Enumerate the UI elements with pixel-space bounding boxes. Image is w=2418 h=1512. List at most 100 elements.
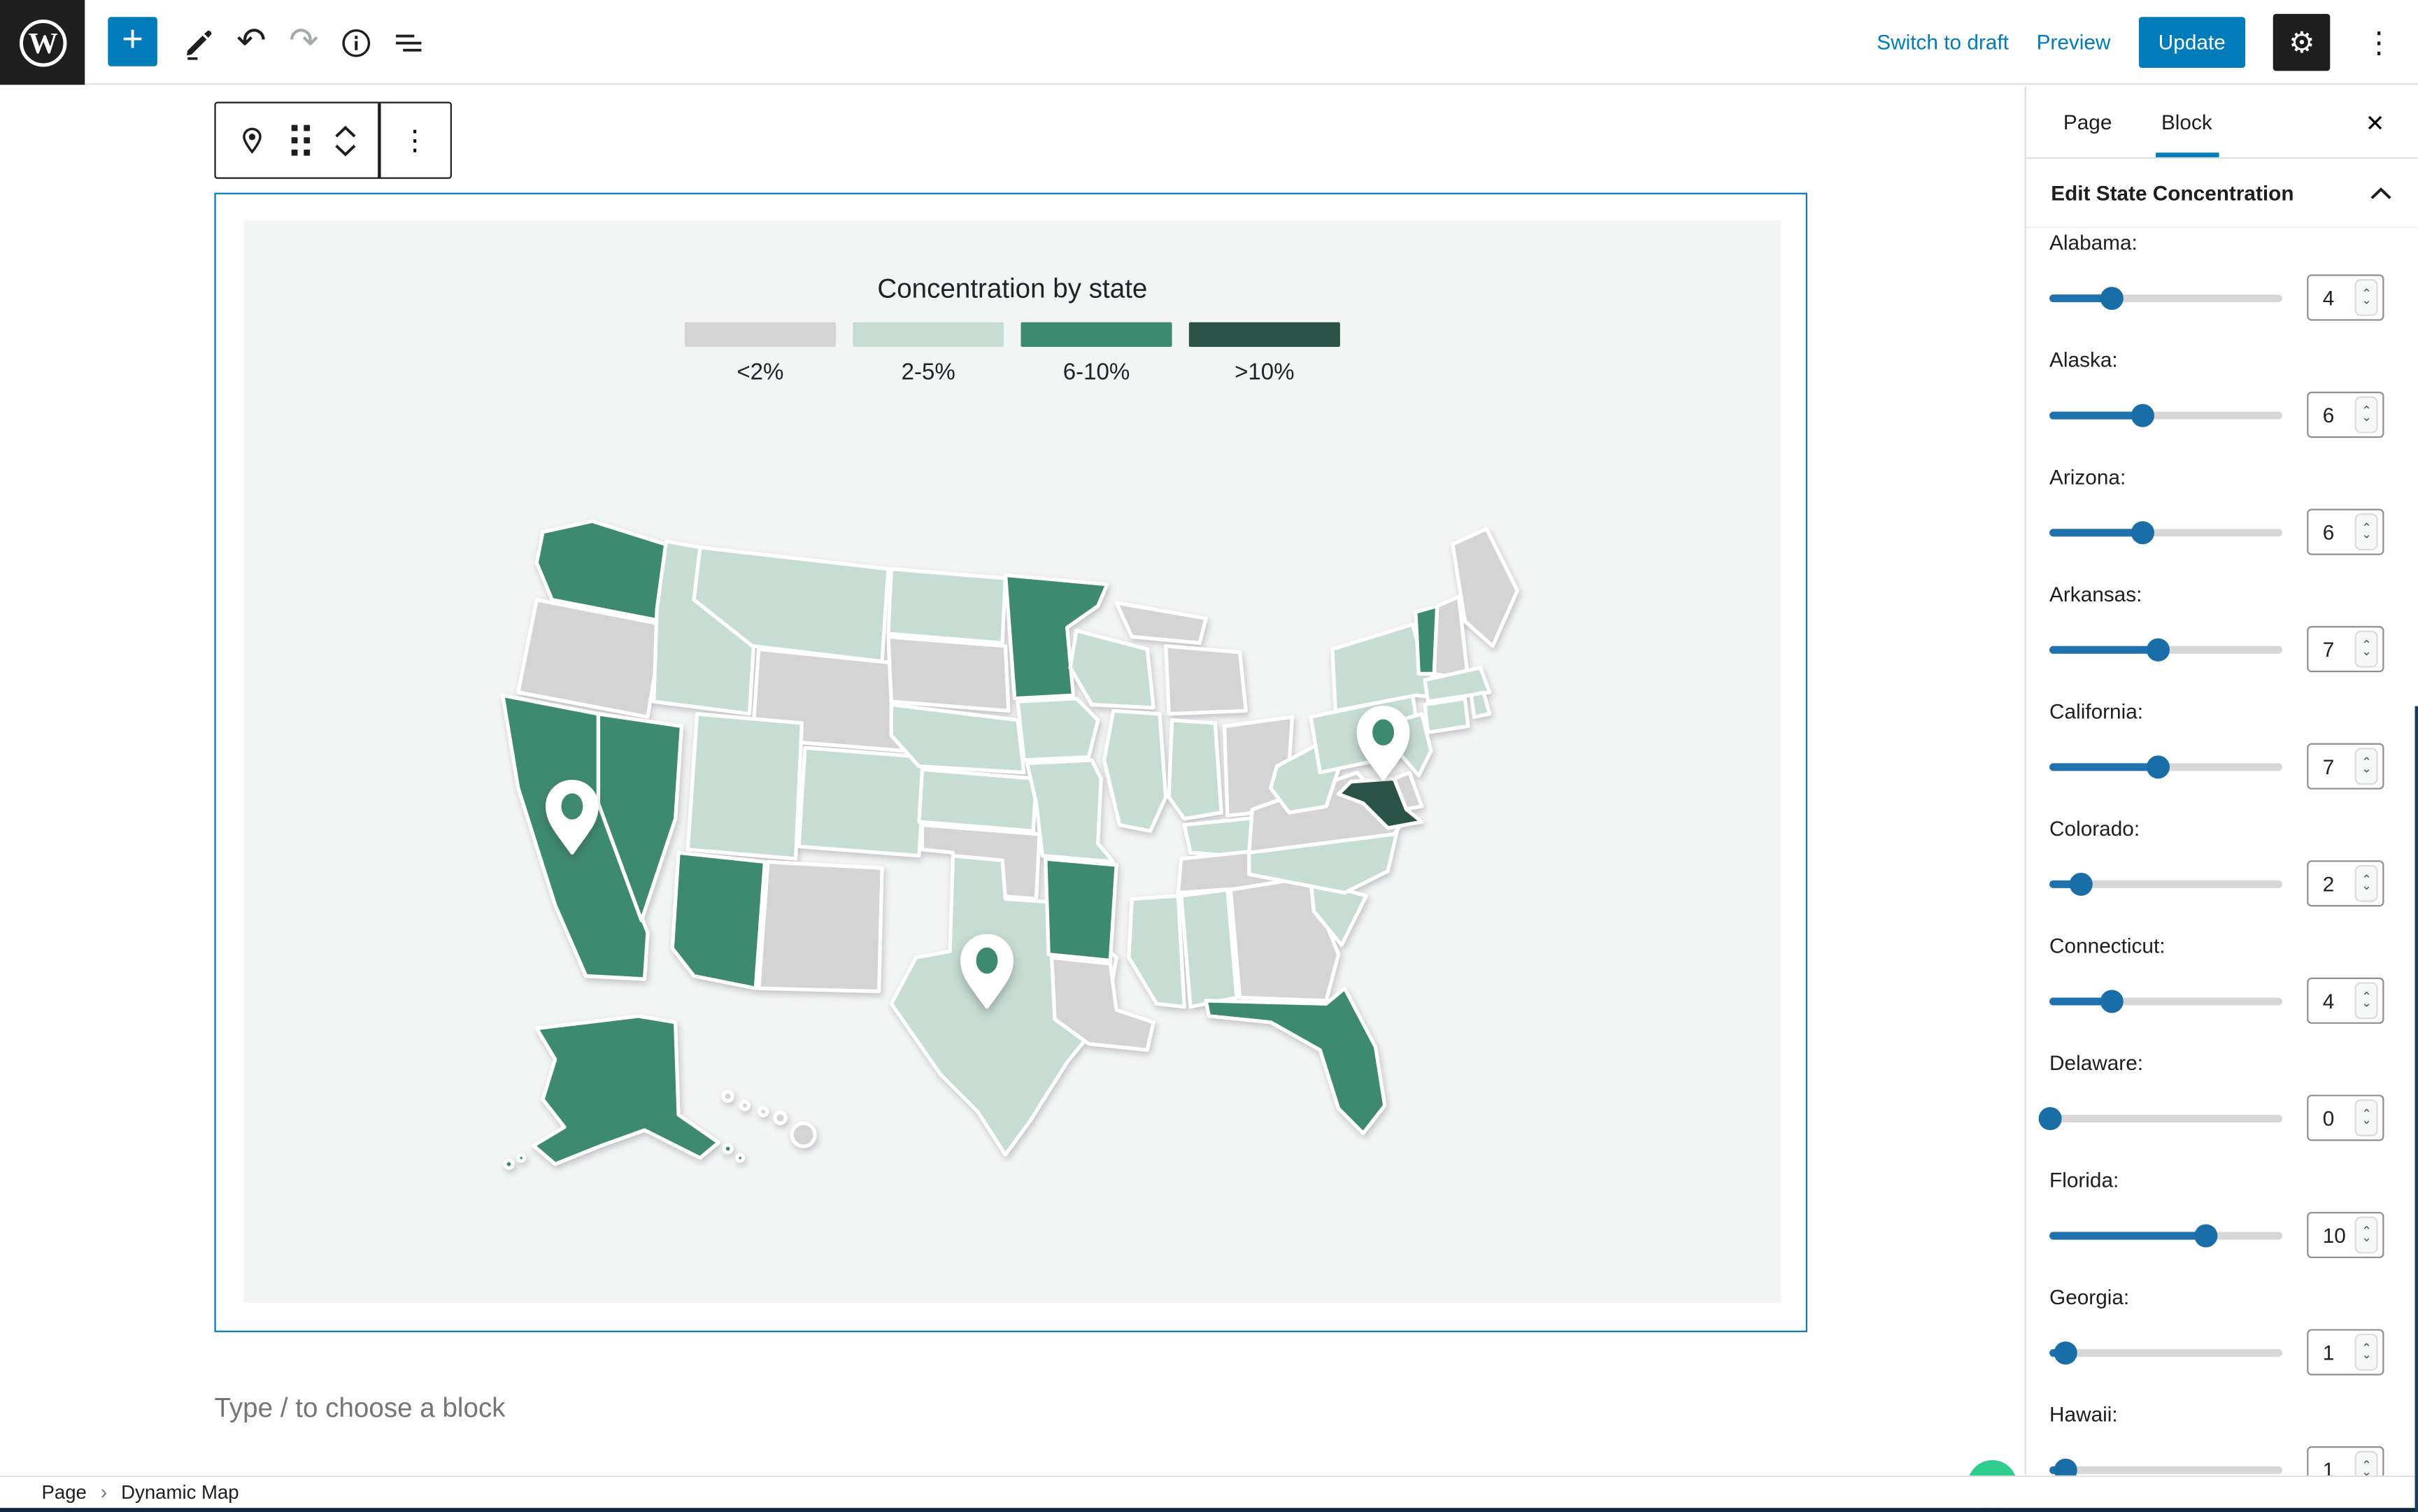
stepper-icon[interactable]: ⌃ ⌄ [2354,864,2379,902]
block-appender-placeholder[interactable]: Type / to choose a block [214,1392,506,1423]
legend-swatch [1188,322,1340,348]
state-slider[interactable] [2049,626,2282,672]
stepper-icon[interactable]: ⌃ ⌄ [2354,1216,2379,1254]
preview-button[interactable]: Preview [2036,31,2111,55]
state-oregon [516,597,665,719]
state-southdakota [886,634,1011,713]
state-illinois [1102,708,1168,833]
state-slider-label: Hawaii: [2049,1403,2118,1427]
state-slider[interactable] [2038,1094,2282,1141]
state-slider[interactable] [2049,274,2282,320]
settings-gear-button[interactable]: ⚙ [2273,13,2331,71]
block-inserter-button[interactable]: + [108,17,157,66]
state-iowa [1016,697,1100,762]
state-alaska-island [516,1153,527,1163]
move-down-icon[interactable] [333,143,357,157]
wordpress-logo[interactable]: W [0,0,85,85]
state-control: Alaska: 6 ⌃ ⌄ [2049,348,2384,438]
stepper-icon[interactable]: ⌃ ⌄ [2354,1334,2379,1371]
state-slider[interactable] [2049,1212,2282,1258]
state-alaska-island [503,1158,515,1170]
stepper-icon[interactable]: ⌃ ⌄ [2354,748,2379,785]
state-arizona [670,850,767,990]
state-slider-label: Arizona: [2049,465,2126,489]
state-control: Arkansas: 7 ⌃ ⌄ [2049,583,2384,673]
undo-button[interactable]: ↶ [236,21,266,62]
stepper-icon[interactable]: ⌃ ⌄ [2354,513,2379,551]
wordpress-logo-icon: W [18,18,66,66]
close-sidebar-button[interactable]: ✕ [2365,108,2385,137]
state-kansas [917,767,1039,833]
state-nevada [596,712,684,922]
drag-handle[interactable] [291,124,310,156]
block-options-kebab[interactable]: ⋮ [401,124,429,157]
redo-button[interactable]: ↷ [289,21,319,62]
legend-swatch [684,322,836,348]
state-slider[interactable] [2049,860,2282,906]
update-button[interactable]: Update [2138,17,2246,69]
options-kebab-button[interactable]: ⋮ [2364,25,2394,59]
dynamic-map-block[interactable]: Concentration by state <2% 2-5% 6-10% >10% [214,192,1807,1332]
legend-label: 2-5% [901,359,955,386]
state-slider[interactable] [2049,1446,2282,1476]
breadcrumb-page[interactable]: Page [41,1481,87,1504]
state-maine [1451,527,1520,648]
block-toolbar: ⋮ [214,101,451,179]
state-number-input[interactable]: 6 ⌃ ⌄ [2307,391,2384,438]
state-slider[interactable] [2049,743,2282,790]
state-control: Arizona: 6 ⌃ ⌄ [2049,466,2384,555]
stepper-icon[interactable]: ⌃ ⌄ [2354,982,2379,1020]
stepper-icon[interactable]: ⌃ ⌄ [2354,396,2379,434]
state-slider-label: Connecticut: [2049,934,2165,958]
state-wisconsin [1068,629,1155,710]
map-title: Concentration by state [877,273,1148,304]
state-control: Delaware: 0 ⌃ ⌄ [2038,1052,2384,1141]
legend-swatch [853,322,1004,348]
details-button[interactable] [330,0,383,85]
breadcrumb-current-block[interactable]: Dynamic Map [121,1481,239,1504]
state-slider[interactable] [2049,978,2282,1024]
state-number-input[interactable]: 0 ⌃ ⌄ [2307,1094,2384,1141]
map-legend: <2% 2-5% 6-10% >10% [243,322,1781,385]
stepper-icon[interactable]: ⌃ ⌄ [2354,630,2379,668]
switch-to-draft-button[interactable]: Switch to draft [1877,31,2009,55]
list-view-button[interactable] [383,0,435,85]
state-control: Florida: 10 ⌃ ⌄ [2049,1169,2384,1259]
sidebar-tab-block[interactable]: Block [2137,86,2237,157]
panel-title: Edit State Concentration [2051,181,2294,205]
state-number-input[interactable]: 1 ⌃ ⌄ [2307,1446,2384,1476]
legend-label: >10% [1235,359,1295,386]
state-number-input[interactable]: 7 ⌃ ⌄ [2307,743,2384,790]
state-number-input[interactable]: 4 ⌃ ⌄ [2307,977,2384,1024]
sidebar-tab-page[interactable]: Page [2063,110,2112,134]
panel-edit-state-concentration[interactable]: Edit State Concentration [2026,159,2418,229]
state-indiana [1167,718,1223,821]
sidebar-tabs: Page Block [2026,86,2418,159]
breadcrumb-chevron-icon: › [100,1481,108,1504]
tools-pencil-button[interactable] [173,0,225,85]
state-slider[interactable] [2049,392,2282,438]
state-slider-label: Alabama: [2049,231,2138,255]
state-slider[interactable] [2049,509,2282,555]
state-number-input[interactable]: 2 ⌃ ⌄ [2307,860,2384,907]
state-number-input[interactable]: 10 ⌃ ⌄ [2307,1211,2384,1259]
state-nebraska [889,702,1026,775]
state-alaska-island [735,1153,746,1163]
stepper-icon[interactable]: ⌃ ⌄ [2354,1450,2379,1476]
stepper-icon[interactable]: ⌃ ⌄ [2354,279,2379,316]
state-number-input[interactable]: 4 ⌃ ⌄ [2307,274,2384,321]
pencil-icon [187,29,212,59]
map-pin-icon[interactable] [236,124,268,156]
state-number-input[interactable]: 6 ⌃ ⌄ [2307,508,2384,555]
stepper-icon[interactable]: ⌃ ⌄ [2354,1099,2379,1136]
state-slider[interactable] [2049,1329,2282,1375]
state-number-input[interactable]: 7 ⌃ ⌄ [2307,626,2384,673]
map-pin-california [546,780,599,855]
state-maryland [1337,776,1424,830]
breadcrumb-bar: Page › Dynamic Map [0,1474,2418,1509]
state-slider-label: Colorado: [2049,817,2140,841]
window-scrollbar[interactable] [2415,706,2418,1512]
state-alaska [532,1014,721,1167]
state-number-input[interactable]: 1 ⌃ ⌄ [2307,1329,2384,1376]
move-up-icon[interactable] [333,124,357,138]
